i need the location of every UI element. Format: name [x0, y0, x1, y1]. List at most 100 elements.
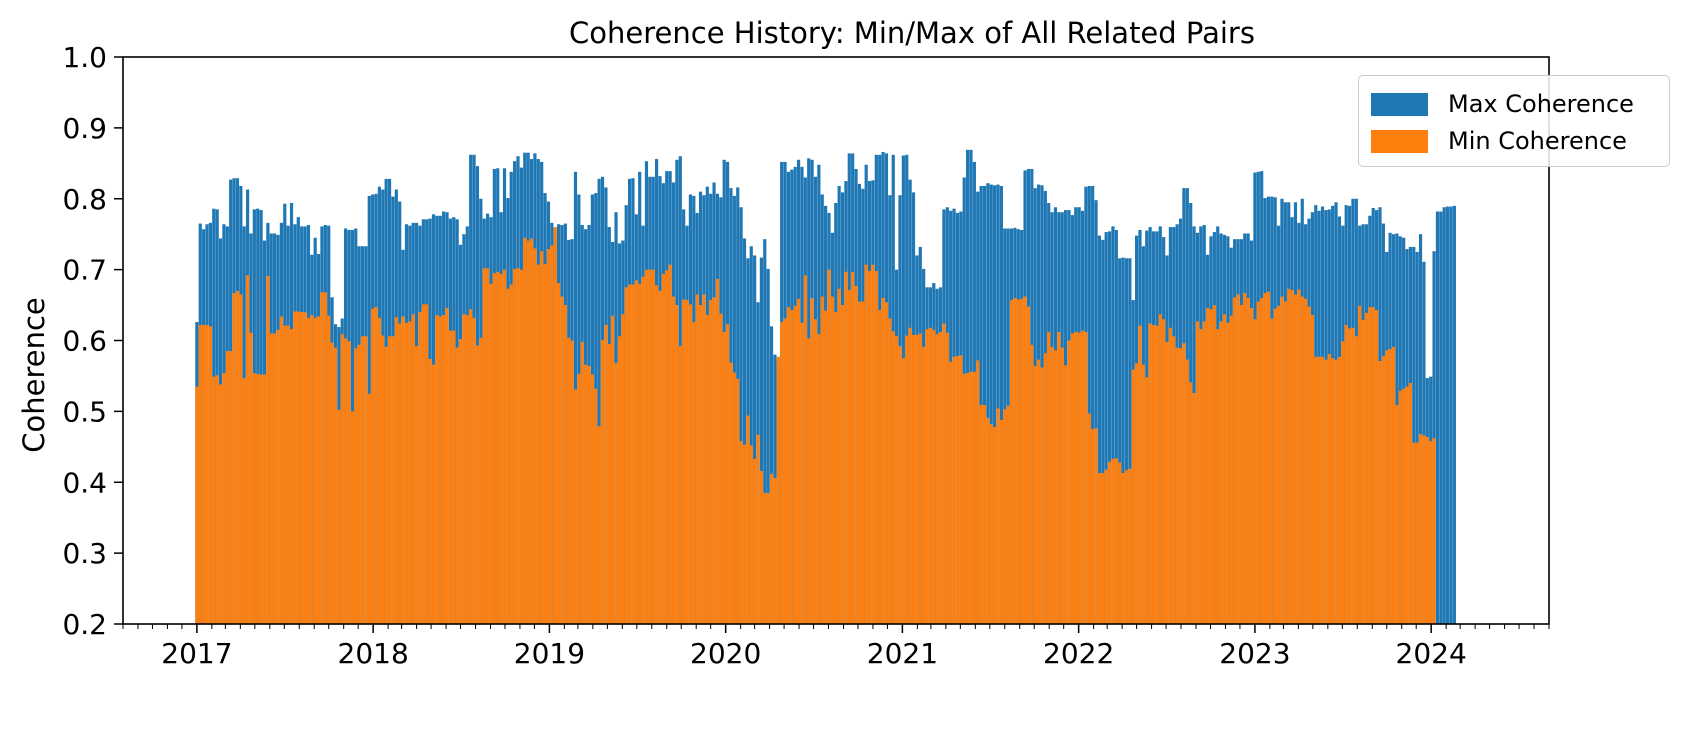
bar-min [567, 337, 571, 624]
bar-min [1030, 344, 1034, 624]
bar-min [1189, 382, 1193, 624]
bar-min [344, 338, 348, 624]
bar-min [1013, 297, 1017, 624]
x-tick-label: 2023 [1219, 637, 1290, 670]
bar-min [1260, 297, 1264, 624]
bar-min [881, 297, 885, 624]
bar-min [523, 237, 527, 625]
bar-min [1040, 367, 1044, 624]
bar-min [296, 311, 300, 624]
bar-min [347, 341, 351, 624]
bar-min [286, 325, 290, 624]
bar-min [600, 339, 605, 624]
legend-swatch-min [1371, 129, 1428, 153]
x-tick-label: 2017 [161, 637, 232, 670]
bar-max [1118, 258, 1122, 624]
bar-min [1331, 358, 1335, 624]
bar-min [1165, 341, 1169, 624]
bar-min [624, 287, 628, 624]
bar-min [499, 273, 503, 624]
bar-max [982, 185, 987, 625]
bar-min [587, 366, 591, 624]
bar-min [1151, 324, 1156, 624]
bar-min [769, 473, 774, 624]
bar-min [905, 335, 909, 624]
bar-max [1418, 234, 1423, 624]
bar-min [719, 313, 723, 624]
bar-min [543, 263, 547, 624]
bar-min [648, 269, 652, 624]
bar-min [262, 374, 267, 624]
bar-min [1128, 468, 1132, 624]
bar-min [891, 331, 895, 624]
bar-min [739, 441, 743, 624]
bar-min [313, 317, 317, 624]
bar-max [1087, 185, 1091, 625]
bar-min [864, 264, 868, 624]
bar-min [364, 336, 368, 624]
bar-min [533, 248, 537, 625]
legend-label-min: Min Coherence [1448, 127, 1627, 155]
axes-group: 0.2 0.3 0.4 0.5 0.6 0.7 0.8 0.9 1.0 2017 2018 2019 2… [62, 41, 1550, 670]
bar-min [783, 318, 787, 624]
bar-min [607, 344, 611, 624]
bar-max [1104, 232, 1108, 624]
bar-min [972, 371, 976, 624]
bar-min [1290, 290, 1294, 624]
bar-min [1361, 319, 1365, 624]
bar-min [1168, 327, 1172, 624]
bar-min [519, 269, 523, 624]
bar-min [627, 284, 632, 624]
bar-min [1195, 321, 1200, 624]
bar-min [1334, 359, 1338, 624]
x-tick-label: 2018 [338, 637, 409, 670]
bar-min [1317, 356, 1321, 624]
bar-max [1432, 251, 1436, 624]
bar-min [455, 347, 459, 624]
bar-min [884, 302, 889, 624]
bar-min [1337, 356, 1342, 624]
bar-min [1118, 462, 1122, 624]
bar-min [729, 362, 733, 624]
bar-min [1378, 361, 1382, 624]
bar-min [404, 322, 409, 624]
bar-min [448, 330, 452, 624]
x-tick-label: 2020 [690, 637, 761, 670]
bar-min [472, 317, 476, 624]
bar-min [715, 278, 720, 624]
bar-max [1124, 258, 1129, 624]
bar-min [641, 276, 645, 624]
bar-min [266, 276, 270, 624]
bar-min [962, 373, 966, 624]
bar-min [793, 305, 797, 624]
bar-min [1209, 309, 1213, 624]
bar-max [1097, 235, 1102, 624]
bar-min [1135, 363, 1139, 624]
bar-min [824, 310, 828, 624]
bar-min [1202, 321, 1206, 624]
bar-min [367, 393, 371, 624]
bar-min [496, 271, 500, 624]
bar-min [702, 294, 706, 624]
chart-title: Coherence History: Min/Max of All Relate… [569, 16, 1255, 50]
bar-min [1145, 377, 1149, 624]
bar-max [597, 178, 601, 624]
bar-min [1371, 307, 1375, 624]
bar-max [742, 238, 747, 624]
bar-min [709, 300, 713, 624]
bar-min [310, 314, 314, 624]
bar-min [289, 329, 294, 624]
bar-min [1243, 293, 1247, 624]
legend-item-max: Max Coherence [1371, 90, 1634, 118]
bar-min [435, 314, 439, 624]
bar-min [283, 325, 287, 624]
bar-max [763, 239, 767, 624]
bar-min [1226, 322, 1230, 624]
bar-min [867, 271, 872, 624]
bar-min [340, 334, 344, 624]
y-tick-label: 0.6 [62, 325, 107, 358]
bar-min [442, 314, 446, 624]
bar-min [465, 314, 469, 624]
bar-min [509, 284, 513, 624]
